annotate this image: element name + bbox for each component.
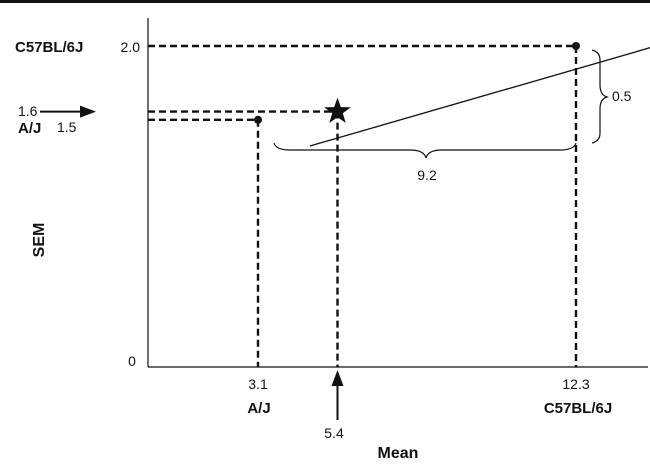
x-axis-title: Mean — [378, 445, 419, 462]
trend-line — [309, 47, 650, 147]
x-group-label-c57bl6j: C57BL/6J — [544, 400, 612, 417]
brace-label-sem-diff: 0.5 — [612, 88, 632, 104]
y-group-label-c57bl6j: C57BL/6J — [15, 39, 83, 56]
y-tick-label-c57bl6j: 2.0 — [121, 39, 141, 55]
y-axis-title: SEM — [31, 223, 48, 258]
x-tick-label-c57bl6j: 12.3 — [562, 376, 589, 392]
point-c57bl6j — [572, 42, 580, 50]
vertical-brace — [591, 49, 610, 144]
brace-label-mean-diff: 9.2 — [417, 167, 437, 183]
star-marker — [324, 97, 351, 123]
x-tick-label-a-j: 3.1 — [248, 376, 268, 392]
x-group-label-a-j: A/J — [247, 400, 270, 417]
y-group-label-a-j: A/J — [18, 120, 41, 137]
point-a-j — [254, 115, 262, 124]
x-tick-label-star: 5.4 — [324, 425, 344, 441]
y-tick-label-origin: 0 — [128, 353, 136, 369]
x-arrow — [331, 370, 344, 420]
y-arrow — [40, 105, 96, 118]
horizontal-brace — [273, 142, 577, 159]
y-tick-label-a-j: 1.5 — [57, 119, 77, 135]
y-tick-label-star: 1.6 — [18, 103, 38, 119]
